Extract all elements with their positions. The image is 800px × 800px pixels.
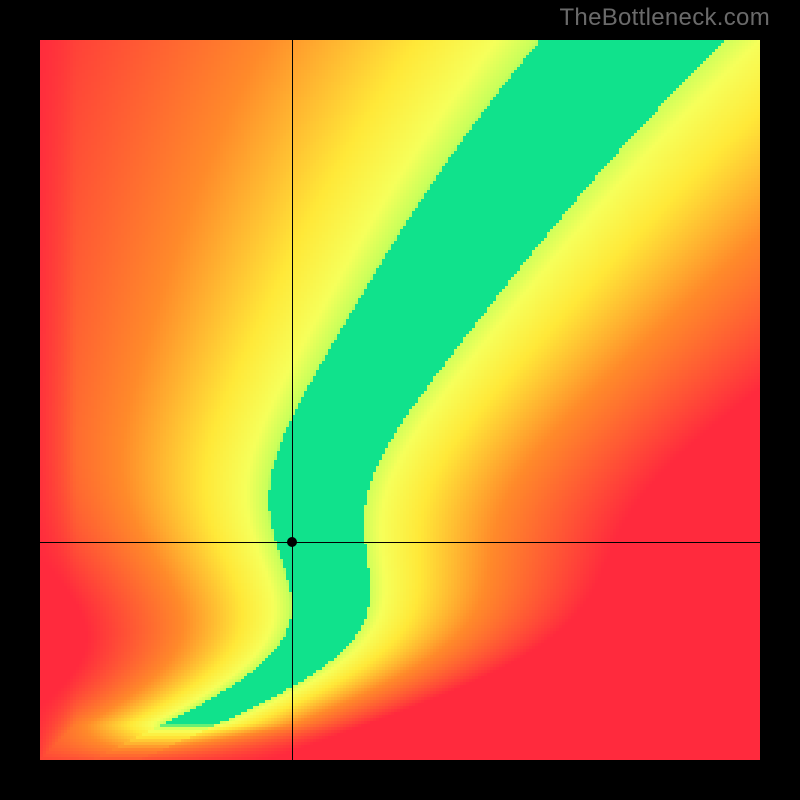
- watermark-text: TheBottleneck.com: [559, 4, 770, 32]
- heatmap-plot: [40, 40, 760, 760]
- crosshair-dot: [287, 537, 297, 547]
- crosshair-horizontal-line: [40, 542, 760, 543]
- heatmap-canvas: [40, 40, 760, 760]
- crosshair-vertical-line: [292, 40, 293, 760]
